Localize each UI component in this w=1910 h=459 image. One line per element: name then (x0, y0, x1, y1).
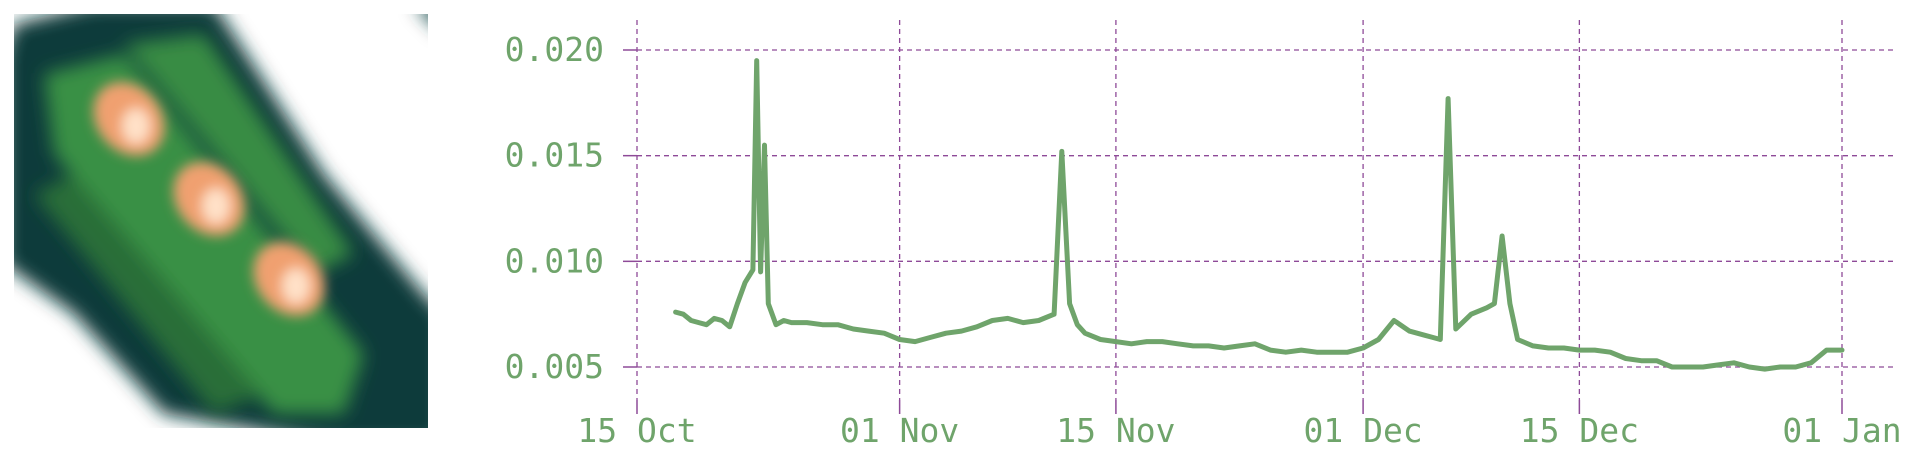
x-tick-label: 15 Dec (1520, 411, 1639, 450)
x-tick-label: 01 Nov (840, 411, 959, 450)
x-tick-label: 15 Oct (577, 411, 696, 450)
x-tick-label: 01 Dec (1303, 411, 1422, 450)
series-group (673, 58, 1845, 372)
grid-lines (636, 20, 1897, 400)
thumbnail-orange-spots (93, 82, 325, 316)
thumbnail-image (14, 14, 428, 428)
y-tick-label: 0.015 (505, 136, 604, 175)
x-tick-label: 01 Jan (1782, 411, 1901, 450)
y-tick-label: 0.020 (505, 30, 604, 69)
spectral-stripe-thumbnail (14, 14, 428, 428)
y-tick-label: 0.005 (505, 347, 604, 386)
x-axis-ticks: 15 Oct 01 Nov 15 Nov 01 Dec 15 Dec 01 Jan (577, 400, 1902, 450)
y-axis-ticks: 0.005 0.010 0.015 0.020 (505, 30, 637, 386)
x-tick-label: 15 Nov (1056, 411, 1175, 450)
series-line (673, 58, 1845, 372)
y-tick-label: 0.010 (505, 241, 604, 280)
